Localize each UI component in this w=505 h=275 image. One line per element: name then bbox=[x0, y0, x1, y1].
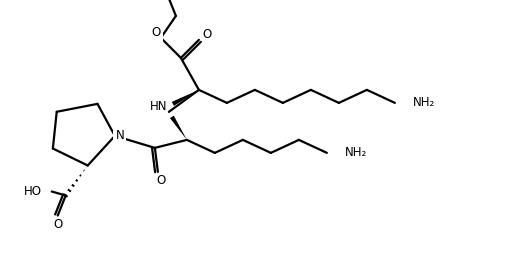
Text: NH₂: NH₂ bbox=[413, 96, 435, 109]
Text: O: O bbox=[156, 174, 166, 187]
Polygon shape bbox=[172, 90, 199, 106]
Text: HO: HO bbox=[24, 185, 42, 198]
Text: O: O bbox=[202, 28, 212, 41]
Text: NH₂: NH₂ bbox=[345, 146, 367, 160]
Polygon shape bbox=[170, 116, 187, 140]
Text: HN: HN bbox=[150, 100, 168, 113]
Text: O: O bbox=[152, 26, 161, 39]
Text: N: N bbox=[116, 129, 124, 142]
Text: O: O bbox=[53, 218, 62, 231]
